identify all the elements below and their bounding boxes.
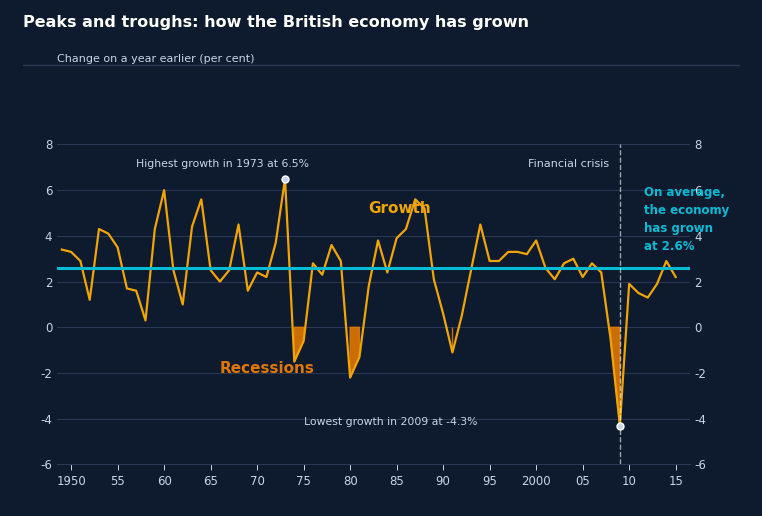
Text: On average,
the economy
has grown
at 2.6%: On average, the economy has grown at 2.6… <box>644 186 729 253</box>
Text: Peaks and troughs: how the British economy has grown: Peaks and troughs: how the British econo… <box>23 15 529 30</box>
Text: Financial crisis: Financial crisis <box>527 159 609 169</box>
Text: Highest growth in 1973 at 6.5%: Highest growth in 1973 at 6.5% <box>136 159 309 169</box>
Text: Lowest growth in 2009 at -4.3%: Lowest growth in 2009 at -4.3% <box>303 417 477 427</box>
Text: Growth: Growth <box>369 201 431 216</box>
Text: Change on a year earlier (per cent): Change on a year earlier (per cent) <box>57 55 255 64</box>
Text: Recessions: Recessions <box>220 361 315 376</box>
